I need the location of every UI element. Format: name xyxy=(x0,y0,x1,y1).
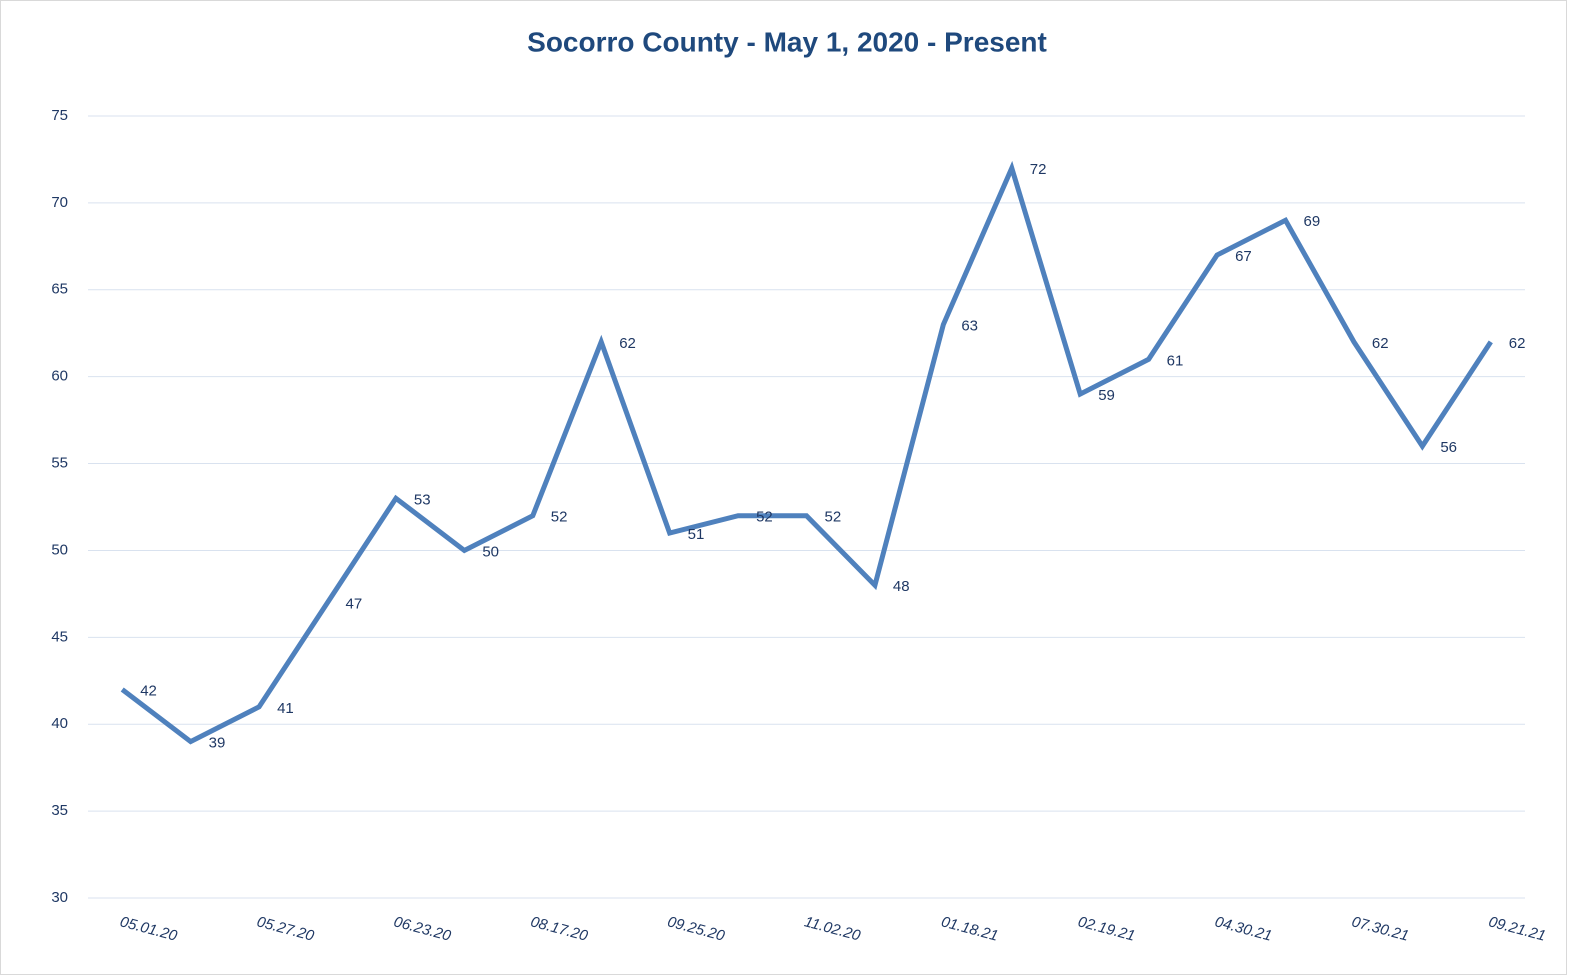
y-tick-label: 75 xyxy=(51,107,68,124)
data-label: 67 xyxy=(1235,248,1252,265)
data-label: 42 xyxy=(140,682,157,699)
data-label: 59 xyxy=(1098,387,1115,404)
data-label: 48 xyxy=(893,578,910,595)
data-label: 72 xyxy=(1030,161,1047,178)
data-label: 62 xyxy=(1372,335,1389,352)
data-label: 69 xyxy=(1304,213,1321,230)
data-label: 51 xyxy=(688,526,705,543)
y-tick-label: 40 xyxy=(51,715,68,732)
y-tick-label: 65 xyxy=(51,281,68,298)
y-tick-label: 45 xyxy=(51,628,68,645)
chart-title: Socorro County - May 1, 2020 - Present xyxy=(527,26,1047,57)
data-label: 52 xyxy=(756,509,773,526)
data-line xyxy=(120,160,1493,745)
y-tick-label: 60 xyxy=(51,368,68,385)
data-label: 56 xyxy=(1440,439,1457,456)
data-label: 62 xyxy=(619,335,636,352)
data-label: 39 xyxy=(209,735,226,752)
data-label: 61 xyxy=(1167,352,1184,369)
data-label: 47 xyxy=(346,596,363,613)
data-label: 52 xyxy=(825,509,842,526)
data-label: 41 xyxy=(277,700,294,717)
data-label: 63 xyxy=(961,318,978,335)
y-tick-label: 35 xyxy=(51,802,68,819)
y-tick-label: 30 xyxy=(51,889,68,906)
data-label: 52 xyxy=(551,509,568,526)
data-label: 62 xyxy=(1509,335,1526,352)
data-label: 50 xyxy=(482,543,499,560)
data-label: 53 xyxy=(414,491,431,508)
y-tick-label: 50 xyxy=(51,541,68,558)
y-tick-label: 55 xyxy=(51,455,68,472)
y-tick-label: 70 xyxy=(51,194,68,211)
